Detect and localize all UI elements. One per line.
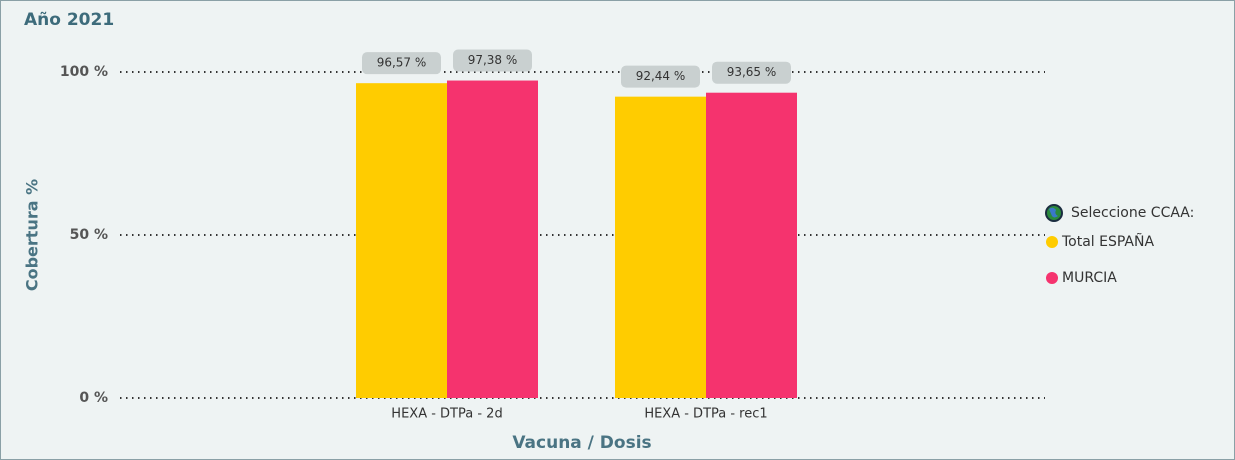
value-label-box <box>621 65 700 88</box>
bar <box>447 80 538 398</box>
bar <box>356 83 447 399</box>
x-tick-label: HEXA - DTPa - rec1 <box>644 407 767 422</box>
y-tick-label: 50 % <box>70 227 108 243</box>
bar <box>706 92 797 399</box>
value-label: 97,38 % <box>468 53 518 67</box>
legend-swatch <box>1046 236 1058 248</box>
legend-icon <box>1045 204 1063 222</box>
y-tick-label: 100 % <box>60 64 108 80</box>
legend-title: Seleccione CCAA: <box>1071 205 1194 221</box>
legend-swatch <box>1046 272 1058 284</box>
value-label-box <box>712 61 791 84</box>
legend-label: MURCIA <box>1062 270 1117 286</box>
value-label-box <box>453 49 532 72</box>
value-label-box <box>362 52 441 75</box>
legend-label: Total ESPAÑA <box>1061 233 1154 250</box>
chart-title: Año 2021 <box>24 10 114 30</box>
value-label: 92,44 % <box>636 69 686 83</box>
bar <box>615 96 706 398</box>
value-label: 93,65 % <box>727 65 777 79</box>
y-axis-label: Cobertura % <box>23 179 42 291</box>
x-tick-label: HEXA - DTPa - 2d <box>391 407 502 422</box>
x-axis-label: Vacuna / Dosis <box>512 433 651 453</box>
value-label: 96,57 % <box>377 56 427 70</box>
y-tick-label: 0 % <box>79 390 108 406</box>
